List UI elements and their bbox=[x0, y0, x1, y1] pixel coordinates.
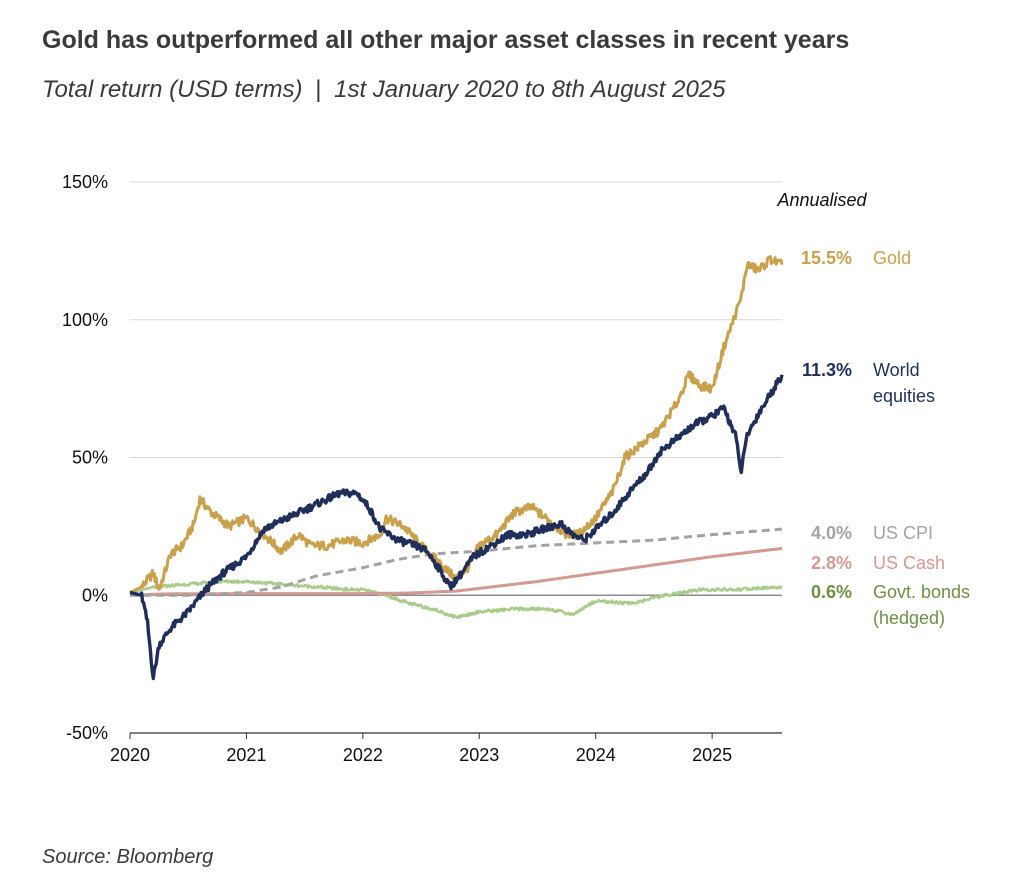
x-tick-label: 2024 bbox=[576, 745, 616, 765]
series-label-world-equities: equities bbox=[873, 386, 935, 406]
annualised-value-govt-bonds-hedged: 0.6% bbox=[811, 582, 852, 602]
series-line-us-cpi bbox=[130, 527, 783, 597]
x-tick-label: 2023 bbox=[459, 745, 499, 765]
x-tick-label: 2022 bbox=[343, 745, 383, 765]
y-tick-label: -50% bbox=[66, 723, 108, 743]
series-line-us-cash bbox=[129, 546, 783, 597]
annualised-value-gold: 15.5% bbox=[801, 248, 852, 268]
annualised-header: Annualised bbox=[776, 190, 867, 210]
series-label-us-cpi: US CPI bbox=[873, 523, 933, 543]
series-label-world-equities: World bbox=[873, 360, 920, 380]
subtitle-measure: Total return (USD terms) bbox=[42, 76, 303, 103]
y-tick-label: 150% bbox=[62, 172, 108, 192]
series-label-govt-bonds-hedged: Govt. bonds bbox=[873, 582, 970, 602]
series-line-gold bbox=[129, 255, 784, 594]
series-label-govt-bonds-hedged: (hedged) bbox=[873, 608, 945, 628]
y-tick-label: 50% bbox=[72, 448, 108, 468]
chart-title: Gold has outperformed all other major as… bbox=[42, 26, 850, 54]
series-line-govt-bonds-hedged bbox=[129, 579, 783, 620]
x-tick-label: 2020 bbox=[110, 745, 150, 765]
source-note: Source: Bloomberg bbox=[42, 846, 214, 868]
x-tick-label: 2025 bbox=[692, 745, 732, 765]
series-label-us-cash: US Cash bbox=[873, 553, 945, 573]
annualised-value-world-equities: 11.3% bbox=[802, 360, 852, 380]
y-tick-label: 0% bbox=[82, 585, 108, 605]
annualised-value-us-cash: 2.8% bbox=[811, 553, 852, 573]
chart-subtitle: Total return (USD terms) | 1st January 2… bbox=[42, 76, 726, 104]
annualised-value-us-cpi: 4.0% bbox=[811, 523, 852, 543]
series-line-world-equities bbox=[129, 374, 784, 681]
subtitle-date-range: 1st January 2020 to 8th August 2025 bbox=[334, 76, 726, 103]
subtitle-separator: | bbox=[315, 76, 322, 103]
series-label-gold: Gold bbox=[873, 248, 911, 268]
y-tick-label: 100% bbox=[62, 310, 108, 330]
x-tick-label: 2021 bbox=[226, 745, 266, 765]
